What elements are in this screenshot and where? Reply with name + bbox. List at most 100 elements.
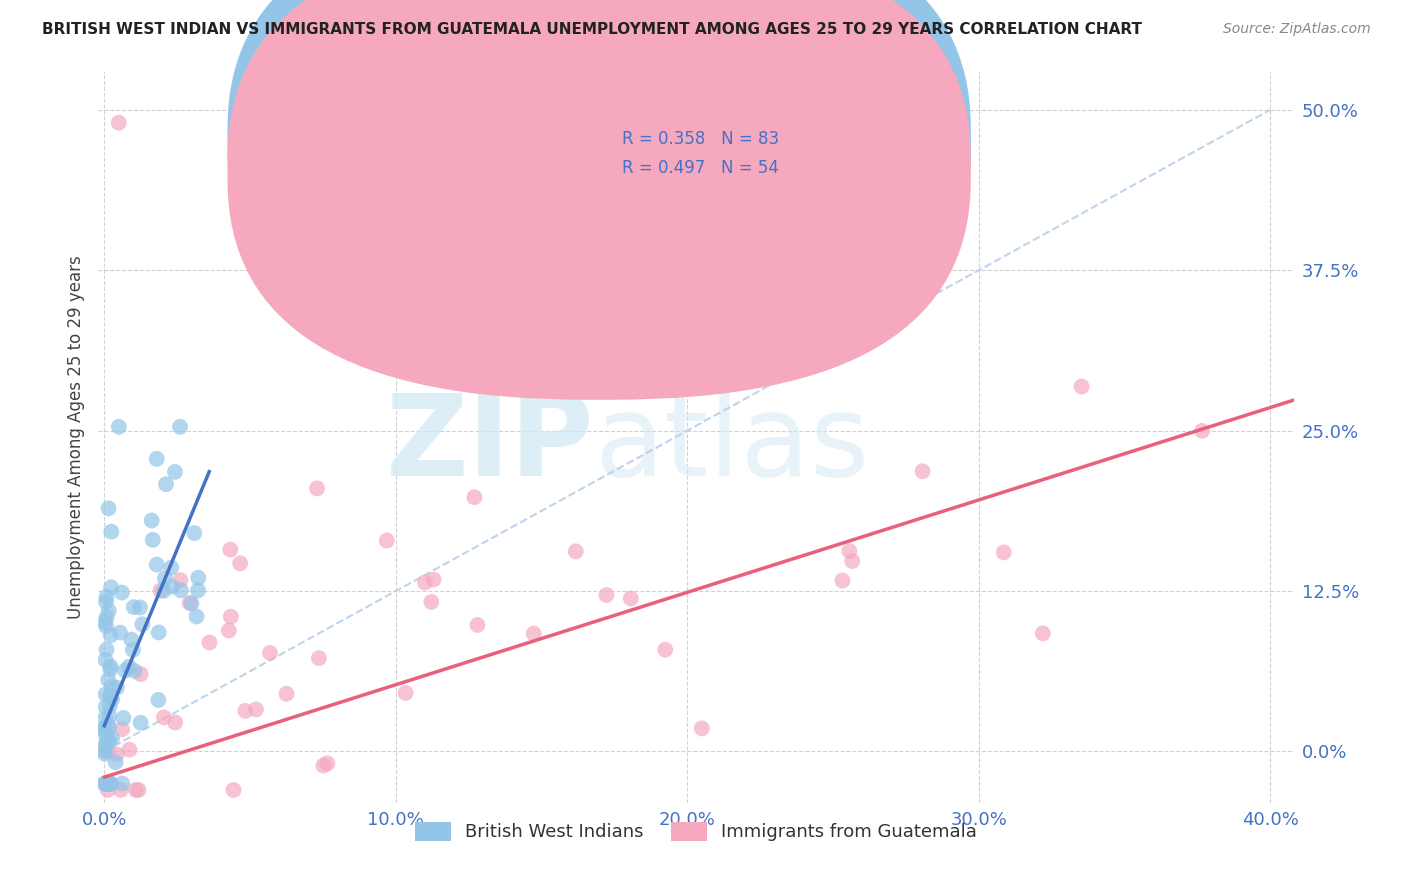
Point	[114, 664, 136, 678]
Point	[94, 687, 117, 701]
Point	[276, 687, 298, 701]
Point	[118, 659, 141, 673]
Point	[467, 618, 489, 632]
Point	[93, 723, 115, 737]
Point	[1032, 626, 1054, 640]
Point	[152, 583, 174, 598]
Point	[654, 642, 676, 657]
Point	[219, 609, 242, 624]
Point	[180, 596, 202, 610]
Point	[155, 477, 177, 491]
Point	[153, 571, 176, 585]
Point	[111, 723, 134, 737]
Point	[259, 646, 281, 660]
Point	[122, 600, 145, 615]
Point	[108, 625, 131, 640]
Point	[108, 116, 131, 130]
FancyBboxPatch shape	[228, 0, 972, 400]
Point	[229, 557, 252, 571]
Point	[564, 544, 586, 558]
Point	[218, 624, 240, 638]
Point	[141, 514, 163, 528]
Point	[98, 776, 121, 790]
Point	[170, 583, 193, 598]
Text: ZIP: ZIP	[385, 389, 595, 500]
Point	[179, 596, 201, 610]
Point	[98, 689, 121, 703]
Point	[422, 573, 444, 587]
Point	[97, 501, 120, 516]
Point	[100, 680, 122, 694]
Point	[94, 727, 117, 741]
Point	[98, 698, 121, 713]
Point	[661, 126, 683, 140]
Point	[98, 776, 121, 790]
Point	[98, 733, 121, 747]
Text: R = 0.497   N = 54: R = 0.497 N = 54	[621, 159, 779, 177]
Point	[129, 715, 152, 730]
Text: Source: ZipAtlas.com: Source: ZipAtlas.com	[1223, 22, 1371, 37]
Point	[662, 375, 685, 389]
Point	[120, 632, 142, 647]
Point	[142, 533, 165, 547]
Point	[127, 783, 149, 797]
Point	[98, 776, 121, 790]
Point	[187, 583, 209, 598]
Point	[111, 776, 134, 790]
Point	[101, 692, 124, 706]
Point	[100, 690, 122, 705]
Point	[129, 600, 152, 615]
Point	[375, 533, 398, 548]
Point	[316, 756, 339, 771]
Point	[523, 626, 546, 640]
Point	[100, 659, 122, 673]
Point	[148, 693, 170, 707]
Point	[690, 722, 713, 736]
Point	[993, 545, 1015, 559]
Point	[100, 628, 122, 642]
Point	[145, 451, 167, 466]
Point	[112, 711, 135, 725]
Point	[100, 776, 122, 790]
Point	[544, 244, 567, 258]
Point	[831, 574, 853, 588]
Point	[104, 755, 127, 769]
Point	[94, 595, 117, 609]
Point	[101, 731, 124, 746]
Point	[125, 783, 148, 797]
Point	[620, 591, 643, 606]
Point	[233, 704, 256, 718]
Point	[169, 573, 191, 587]
Point	[100, 662, 122, 676]
Point	[124, 664, 146, 678]
Point	[93, 776, 115, 790]
Point	[105, 681, 128, 695]
Point	[94, 739, 117, 753]
Point	[100, 524, 122, 539]
Point	[413, 575, 436, 590]
Point	[94, 776, 117, 790]
Point	[97, 783, 120, 797]
Point	[96, 610, 118, 624]
Point	[93, 721, 115, 735]
Y-axis label: Unemployment Among Ages 25 to 29 years: Unemployment Among Ages 25 to 29 years	[66, 255, 84, 619]
Point	[305, 482, 328, 496]
Point	[911, 464, 934, 478]
Point	[122, 643, 145, 657]
Point	[183, 526, 205, 541]
Point	[312, 758, 335, 772]
Point	[97, 673, 120, 687]
Point	[198, 635, 221, 649]
Point	[111, 585, 134, 599]
Point	[97, 718, 120, 732]
Point	[100, 580, 122, 594]
Point	[108, 419, 131, 434]
Text: BRITISH WEST INDIAN VS IMMIGRANTS FROM GUATEMALA UNEMPLOYMENT AMONG AGES 25 TO 2: BRITISH WEST INDIAN VS IMMIGRANTS FROM G…	[42, 22, 1142, 37]
Point	[169, 419, 191, 434]
Point	[420, 595, 443, 609]
Point	[595, 588, 617, 602]
Point	[131, 617, 153, 632]
Point	[94, 744, 117, 758]
Point	[94, 776, 117, 790]
Point	[145, 558, 167, 572]
